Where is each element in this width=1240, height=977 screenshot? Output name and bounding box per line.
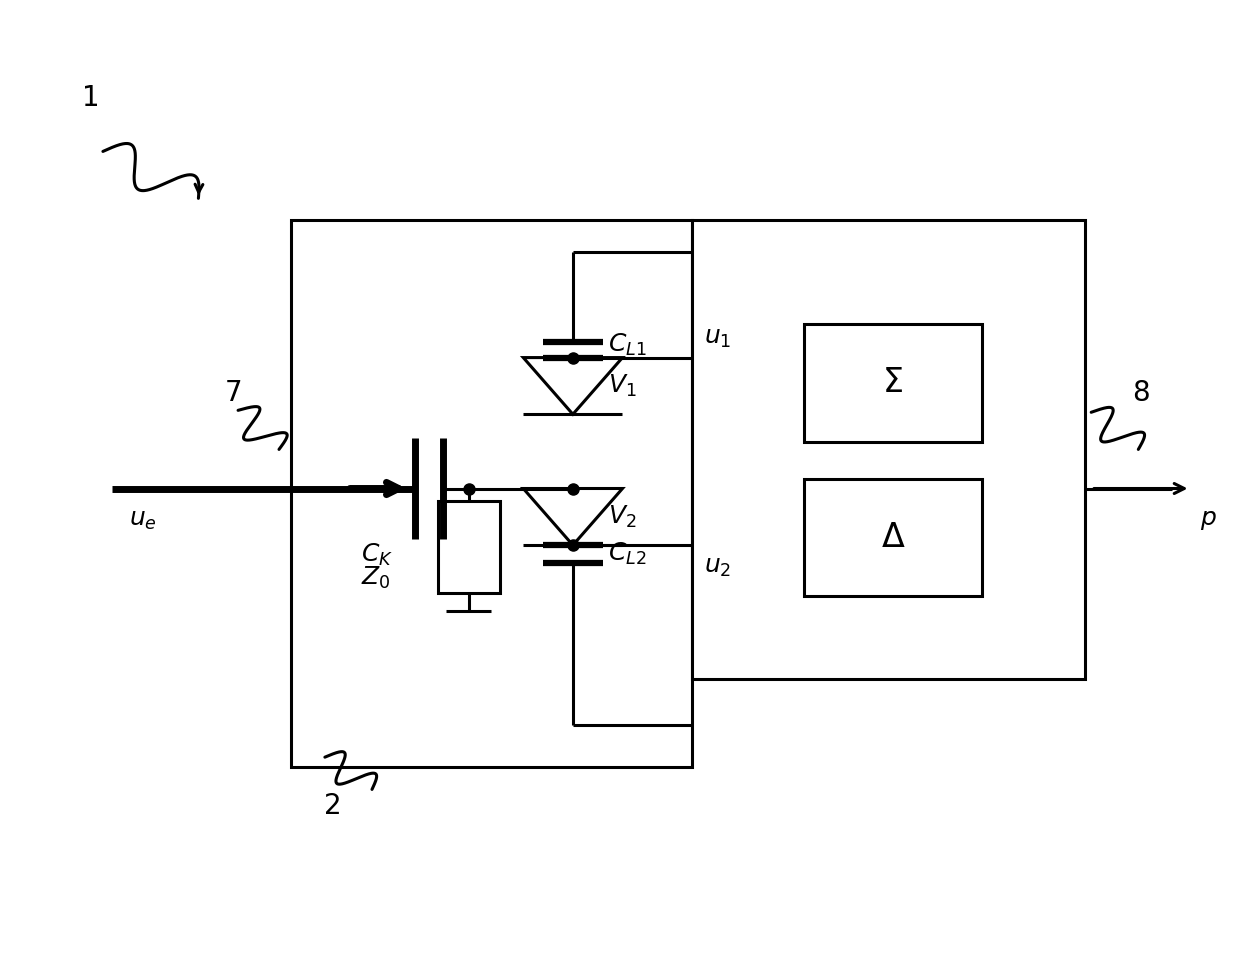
Text: $C_K$: $C_K$ xyxy=(361,542,393,568)
Text: $u_e$: $u_e$ xyxy=(129,508,156,531)
Text: $\Sigma$: $\Sigma$ xyxy=(883,366,903,400)
Bar xyxy=(438,501,500,593)
Bar xyxy=(692,220,1085,679)
Text: 8: 8 xyxy=(1132,379,1149,406)
Bar xyxy=(804,324,982,442)
Text: $u_1$: $u_1$ xyxy=(704,326,732,350)
Text: 7: 7 xyxy=(224,379,242,406)
Text: $Z_0$: $Z_0$ xyxy=(361,566,391,591)
Bar xyxy=(804,479,982,596)
Text: 2: 2 xyxy=(324,792,341,820)
Text: $C_{L2}$: $C_{L2}$ xyxy=(608,541,646,567)
Text: $u_2$: $u_2$ xyxy=(704,555,732,578)
Bar xyxy=(291,220,692,767)
Text: $p$: $p$ xyxy=(1200,508,1218,531)
Text: $\Delta$: $\Delta$ xyxy=(880,521,905,554)
Text: 1: 1 xyxy=(82,84,99,111)
Text: $V_1$: $V_1$ xyxy=(608,373,636,399)
Text: $V_2$: $V_2$ xyxy=(608,504,636,530)
Text: $C_{L1}$: $C_{L1}$ xyxy=(608,332,646,358)
